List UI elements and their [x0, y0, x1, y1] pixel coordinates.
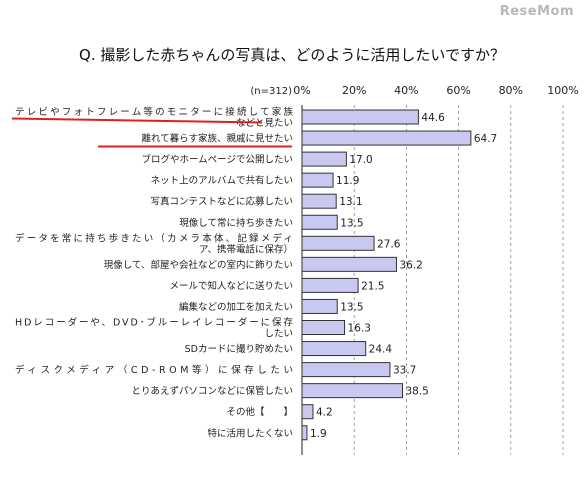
bar-value-label: 11.9: [336, 175, 359, 187]
x-tick-label: 80%: [499, 84, 523, 97]
bar: [301, 298, 338, 314]
bar: [301, 214, 338, 230]
category-label: ブログやホームページで公開したい: [141, 154, 293, 166]
x-tick-label: 40%: [394, 84, 418, 97]
bar: [301, 130, 472, 146]
bar: [301, 362, 391, 378]
bar: [301, 235, 375, 251]
bar: [301, 425, 308, 441]
bar-value-label: 64.7: [474, 133, 497, 145]
bar: [301, 404, 314, 420]
sample-size-label: (n=312): [250, 86, 292, 97]
bar-value-label: 13.5: [340, 217, 363, 229]
category-label: その他【 】: [226, 406, 293, 418]
category-label: 離れて暮らす家族、親戚に見せたい: [141, 133, 293, 145]
x-tick-label: 100%: [547, 84, 578, 97]
category-label: SDカードに撮り貯めたい: [185, 343, 293, 355]
bar-value-label: 24.4: [369, 344, 393, 356]
category-label: 現像して常に持ち歩きたい: [179, 217, 293, 229]
category-label: HDレコーダーや、DVD･ブルーレイレコーダーに保存: [15, 317, 293, 329]
bar: [301, 383, 403, 399]
chart-title: Q. 撮影した赤ちゃんの写真は、どのように活用したいですか？: [79, 46, 505, 64]
category-label: メールで知人などに送りたい: [169, 280, 293, 292]
bar: [301, 341, 367, 357]
category-label: 特に活用したくない: [207, 427, 293, 439]
category-label: テレビやフォトフレーム等のモニターに接続して家族: [15, 106, 293, 118]
bar-value-label: 33.7: [393, 365, 416, 377]
bar-value-label: 38.5: [405, 386, 428, 398]
bar-value-label: 16.3: [348, 323, 371, 335]
bar: [301, 109, 419, 125]
category-label: 現像して、部屋や会社などの室内に飾りたい: [104, 259, 293, 271]
bar-value-label: 27.6: [377, 238, 401, 250]
x-tick-label: 20%: [342, 84, 366, 97]
bar: [301, 193, 337, 209]
category-label: などと見たい: [236, 118, 293, 129]
bar-value-label: 17.0: [349, 154, 372, 166]
bar: [301, 277, 359, 293]
bar-value-label: 36.2: [399, 259, 422, 271]
bar-value-label: 1.9: [310, 428, 327, 440]
bar-value-label: 21.5: [361, 280, 384, 292]
bar-value-label: 13.1: [339, 196, 362, 208]
highlight-underline: [11, 117, 263, 124]
resemom-logo: ReseMom: [499, 4, 574, 19]
bar: [301, 256, 397, 272]
category-label: とりあえずパソコンなどに保管したい: [131, 385, 293, 397]
category-label: したい: [264, 329, 293, 340]
bar: [301, 151, 347, 167]
bar-value-label: 44.6: [421, 112, 445, 124]
category-label: データを常に持ち歩きたい（カメラ本体、記録メディ: [15, 232, 293, 244]
bar: [301, 320, 346, 335]
bar-value-label: 13.5: [340, 301, 363, 313]
category-label: ディスクメディア（CD-ROM等）に保存したい: [15, 364, 293, 376]
bar-value-label: 4.2: [316, 407, 333, 419]
category-label: ネット上のアルバムで共有したい: [151, 175, 293, 187]
category-label: 写真コンテストなどに応募したい: [150, 196, 293, 208]
bar: [301, 172, 334, 188]
category-label: ア、携帯電話に保存）: [199, 243, 293, 255]
category-label: 編集などの加工を加えたい: [179, 301, 293, 313]
x-tick-label: 60%: [446, 84, 470, 97]
x-tick-label: 0%: [293, 84, 310, 97]
